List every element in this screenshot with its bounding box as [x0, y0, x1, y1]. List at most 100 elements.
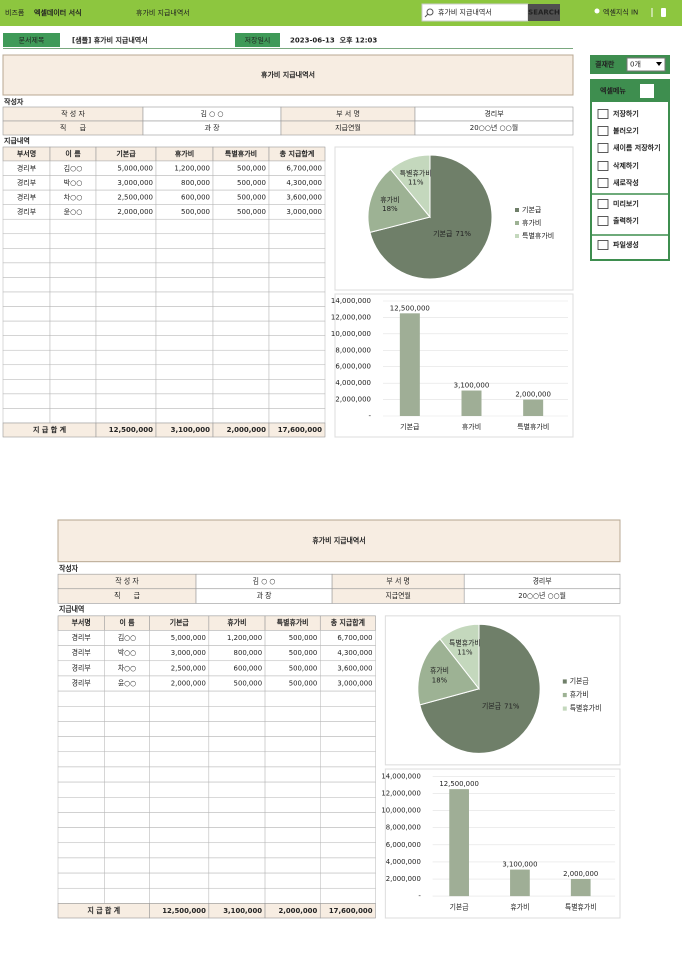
pie-label-category: 특별휴가비 — [400, 168, 432, 177]
y-tick-label: - — [418, 891, 421, 900]
legend-label: 휴가비 — [522, 218, 541, 227]
menu-item[interactable]: 출력하기 — [613, 216, 639, 225]
table-text: 3,600,000 — [286, 193, 322, 201]
menu-item[interactable]: 불러오기 — [613, 126, 639, 135]
table-cell — [320, 857, 376, 874]
menu-item[interactable]: 파일생성 — [613, 240, 639, 249]
approval-value[interactable]: 0개 — [630, 60, 641, 69]
menu-item[interactable]: 삭제하기 — [613, 161, 639, 170]
table-text: 2,000,000 — [117, 208, 153, 216]
table-text: 500,000 — [289, 633, 318, 642]
table-cell — [208, 827, 266, 844]
table-cell — [104, 842, 150, 859]
menu-icon — [597, 126, 609, 136]
pie-label-value: 11% — [408, 178, 424, 186]
search-input[interactable]: 휴가비 지급내역서 — [438, 8, 492, 17]
table-cell — [155, 320, 214, 336]
table-cell — [320, 766, 376, 783]
menu-icon — [597, 216, 609, 226]
menu-icon — [597, 178, 609, 188]
legend-label: 특별휴가비 — [522, 231, 554, 240]
column-header: 이 름 — [119, 618, 135, 627]
table-cell — [2, 320, 51, 336]
table-cell — [208, 842, 266, 859]
table-text: 600,000 — [181, 193, 210, 201]
writer-label: 부 서 명 — [386, 576, 409, 585]
legend-marker — [562, 692, 567, 698]
menu-item[interactable]: 미리보기 — [613, 199, 639, 208]
bar-value-label: 12,500,000 — [439, 779, 479, 788]
table-cell — [212, 335, 270, 351]
total-value: 2,000,000 — [227, 426, 267, 434]
table-cell — [208, 812, 266, 828]
table-cell — [49, 233, 97, 249]
writer-value: 경리부 — [533, 576, 552, 585]
bar — [570, 879, 591, 897]
table-text: 3,000,000 — [337, 678, 373, 687]
pie-label-category: 휴가비 — [380, 195, 399, 204]
table-text: 3,000,000 — [171, 648, 207, 657]
table-cell — [149, 706, 210, 722]
table-text: 박○○ — [64, 178, 83, 187]
writer-label: 작 성 자 — [115, 576, 139, 585]
table-cell — [95, 306, 157, 322]
approval-label: 결재란 — [595, 60, 615, 69]
approval-select[interactable] — [626, 57, 666, 72]
table-cell — [57, 690, 105, 707]
table-cell — [2, 379, 51, 395]
table-cell — [95, 364, 157, 380]
table-cell — [2, 248, 51, 264]
table-cell — [57, 766, 105, 783]
legend-label: 기본급 — [570, 676, 589, 685]
table-cell — [155, 262, 214, 278]
table-cell — [208, 736, 266, 753]
pie-slice — [369, 154, 493, 280]
table-cell — [208, 887, 266, 904]
table-cell — [155, 291, 214, 307]
table-cell — [95, 349, 157, 366]
total-value: 12,500,000 — [162, 906, 206, 915]
table-cell — [95, 393, 157, 409]
table-cell — [49, 248, 97, 264]
search-button[interactable] — [528, 4, 560, 21]
column-header: 특별휴가비 — [225, 149, 257, 158]
menu-item[interactable]: 새이름 저장하기 — [613, 143, 661, 152]
table-text: 500,000 — [289, 648, 318, 657]
menu-item[interactable]: 새로작성 — [613, 178, 639, 187]
table-cell — [2, 393, 51, 409]
table-cell — [49, 306, 97, 322]
total-cell — [319, 903, 376, 919]
table-cell — [49, 393, 97, 409]
table-cell — [149, 812, 210, 828]
legend-marker — [562, 679, 567, 684]
y-tick-label: 6,000,000 — [386, 840, 422, 849]
pie-slice — [367, 168, 431, 234]
table-cell — [95, 218, 157, 235]
table-text: 4,300,000 — [286, 179, 322, 187]
legend-label: 휴가비 — [570, 690, 589, 699]
y-tick-label: 8,000,000 — [335, 346, 371, 354]
table-cell — [320, 706, 376, 722]
table-cell — [320, 812, 376, 828]
writer-value: 김 ○ ○ — [253, 576, 276, 585]
column-header: 휴가비 — [227, 618, 246, 627]
pie-label: 특별휴가비 11% — [449, 638, 481, 657]
table-text: 경리부 — [72, 663, 91, 672]
column-header: 부서명 — [17, 149, 36, 158]
menu-item[interactable]: 저장하기 — [613, 109, 639, 118]
header-link[interactable]: 엑셀지식 IN — [603, 8, 638, 17]
table-cell — [104, 690, 150, 707]
table-cell — [268, 320, 326, 336]
table-cell — [264, 706, 321, 722]
table-text: 4,300,000 — [337, 648, 373, 657]
pie-label: 기본급 71% — [433, 229, 471, 238]
table-cell — [149, 751, 210, 768]
table-text: 1,200,000 — [174, 164, 210, 172]
table-text: 경리부 — [17, 178, 37, 187]
menu-frame — [590, 79, 670, 261]
table-cell — [264, 872, 321, 889]
search-button-label[interactable]: SEARCH — [528, 9, 560, 17]
